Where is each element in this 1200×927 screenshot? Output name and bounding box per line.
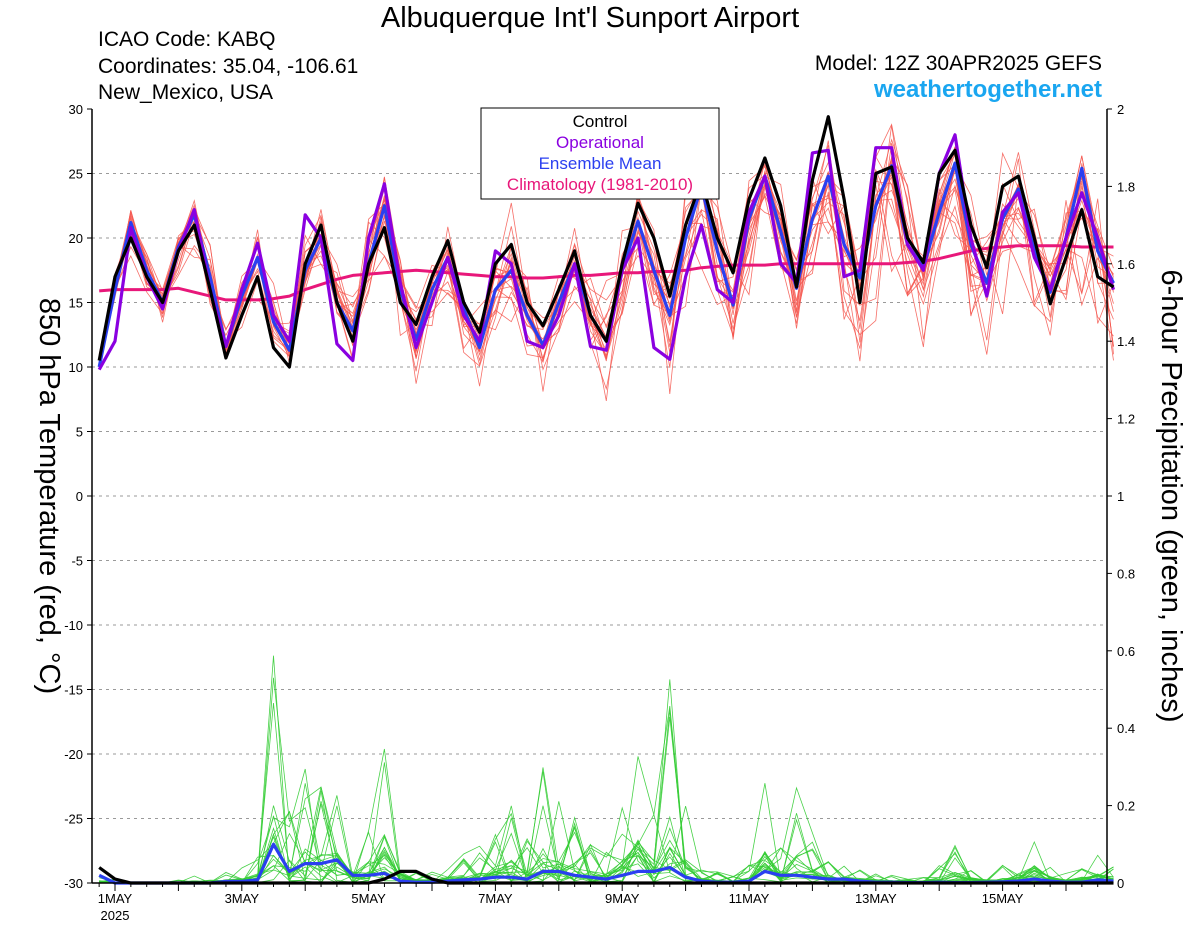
- left-tick-label: -15: [64, 683, 83, 698]
- right-axis-title: 6-hour Precipitation (green, inches): [1155, 270, 1187, 723]
- legend-operational: Operational: [556, 133, 644, 152]
- left-tick-label: 25: [69, 167, 83, 182]
- left-axis-title: 850 hPa Temperature (red, °C): [33, 298, 65, 694]
- x-tick-label: 11MAY: [729, 891, 770, 906]
- left-tick-label: 5: [76, 425, 83, 440]
- chart-title: Albuquerque Int'l Sunport Airport: [380, 2, 800, 34]
- left-tick-label: -30: [64, 876, 83, 891]
- right-tick-label: 0.2: [1117, 799, 1135, 814]
- x-year-label: 2025: [101, 908, 130, 923]
- right-tick-label: 0.8: [1117, 566, 1135, 581]
- right-tick-label: 1.6: [1117, 257, 1135, 272]
- model-run: Model: 12Z 30APR2025 GEFS: [814, 52, 1102, 75]
- left-tick-label: 10: [69, 360, 83, 375]
- x-tick-label: 15MAY: [982, 891, 1024, 906]
- website-link[interactable]: weathertogether.net: [873, 76, 1102, 103]
- precipitation-member-line: [99, 756, 1114, 884]
- right-axis-ticks: 2 1.8 1.6 1.4 1.2 1 0.8 0.6 0.4 0.2 0: [1107, 102, 1135, 891]
- legend-climatology: Climatology (1981-2010): [507, 175, 693, 194]
- left-tick-label: -25: [64, 812, 83, 827]
- left-tick-label: 20: [69, 231, 83, 246]
- left-tick-label: 30: [69, 102, 83, 117]
- location: New_Mexico, USA: [98, 81, 274, 104]
- gridlines: [92, 173, 1107, 819]
- right-tick-label: 1.4: [1117, 334, 1135, 349]
- x-tick-label: 9MAY: [605, 891, 640, 906]
- precipitation-member-line: [99, 786, 1114, 884]
- x-tick-label: 7MAY: [478, 891, 513, 906]
- precipitation-member-line: [99, 716, 1114, 884]
- operational-line: [97, 133, 1116, 371]
- x-axis-ticks: 1MAY 3MAY 5MAY 7MAY 9MAY 11MAY 13MAY 15MAY 2025: [98, 883, 1099, 923]
- right-tick-label: 0: [1117, 876, 1124, 891]
- control-line: [97, 115, 1115, 369]
- right-tick-label: 1.8: [1117, 179, 1135, 194]
- right-tick-label: 1.2: [1117, 412, 1135, 427]
- temperature-member-line: [98, 163, 1114, 368]
- series-lines: [97, 115, 1116, 885]
- x-tick-label: 1MAY: [98, 891, 133, 906]
- x-tick-label: 5MAY: [351, 891, 386, 906]
- legend: Control Operational Ensemble Mean Climat…: [480, 107, 720, 200]
- legend-ensemble-mean: Ensemble Mean: [539, 154, 662, 173]
- right-tick-label: 1: [1117, 489, 1124, 504]
- right-tick-label: 0.6: [1117, 644, 1135, 659]
- left-tick-label: -10: [64, 618, 83, 633]
- precipitation-member-line: [99, 810, 1114, 884]
- precipitation-member-line: [99, 795, 1114, 884]
- right-tick-label: 2: [1117, 102, 1124, 117]
- legend-box: [480, 107, 720, 200]
- left-tick-label: 15: [69, 296, 83, 311]
- left-tick-label: -5: [71, 554, 83, 569]
- x-tick-label: 3MAY: [225, 891, 260, 906]
- icao-code: ICAO Code: KABQ: [98, 28, 276, 51]
- left-tick-label: -20: [64, 747, 83, 762]
- left-axis-ticks: 30 25 20 15 10 5 0 -5 -10 -15 -20 -25 -30: [64, 102, 92, 891]
- precipitation-member-line: [99, 702, 1114, 884]
- x-tick-label: 13MAY: [855, 891, 897, 906]
- coordinates: Coordinates: 35.04, -106.61: [98, 55, 359, 78]
- legend-control: Control: [573, 112, 628, 131]
- left-tick-label: 0: [76, 489, 83, 504]
- right-tick-label: 0.4: [1117, 721, 1135, 736]
